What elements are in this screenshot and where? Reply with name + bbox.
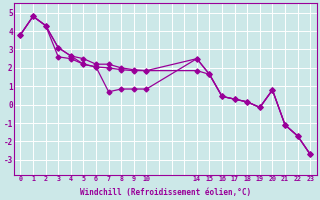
X-axis label: Windchill (Refroidissement éolien,°C): Windchill (Refroidissement éolien,°C): [80, 188, 251, 197]
